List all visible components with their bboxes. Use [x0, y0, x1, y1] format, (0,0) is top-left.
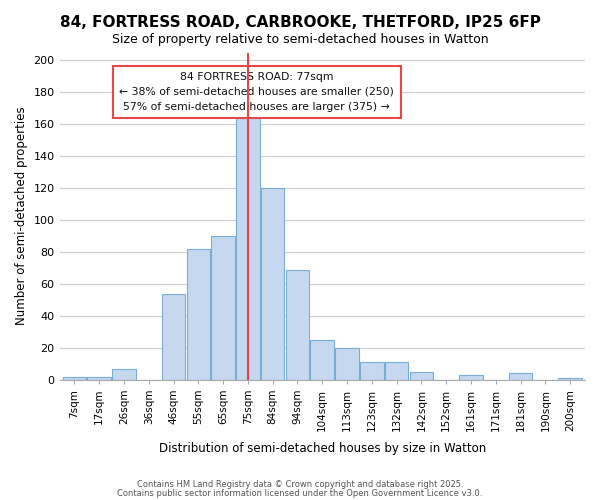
Bar [187, 249, 210, 380]
Text: Contains HM Land Registry data © Crown copyright and database right 2025.: Contains HM Land Registry data © Crown c… [137, 480, 463, 489]
Bar [410, 372, 433, 380]
Bar [360, 362, 383, 380]
Bar [385, 362, 409, 380]
Bar [62, 376, 86, 380]
Bar [211, 236, 235, 380]
Bar [335, 348, 359, 380]
Bar [261, 188, 284, 380]
Bar [559, 378, 582, 380]
Y-axis label: Number of semi-detached properties: Number of semi-detached properties [15, 107, 28, 326]
X-axis label: Distribution of semi-detached houses by size in Watton: Distribution of semi-detached houses by … [158, 442, 486, 455]
Bar [162, 294, 185, 380]
Bar [236, 118, 260, 380]
Bar [459, 375, 483, 380]
Bar [112, 368, 136, 380]
Text: 84 FORTRESS ROAD: 77sqm
← 38% of semi-detached houses are smaller (250)
57% of s: 84 FORTRESS ROAD: 77sqm ← 38% of semi-de… [119, 72, 394, 112]
Text: 84, FORTRESS ROAD, CARBROOKE, THETFORD, IP25 6FP: 84, FORTRESS ROAD, CARBROOKE, THETFORD, … [59, 15, 541, 30]
Bar [310, 340, 334, 380]
Bar [88, 376, 111, 380]
Bar [509, 374, 532, 380]
Bar [286, 270, 309, 380]
Text: Contains public sector information licensed under the Open Government Licence v3: Contains public sector information licen… [118, 488, 482, 498]
Text: Size of property relative to semi-detached houses in Watton: Size of property relative to semi-detach… [112, 32, 488, 46]
